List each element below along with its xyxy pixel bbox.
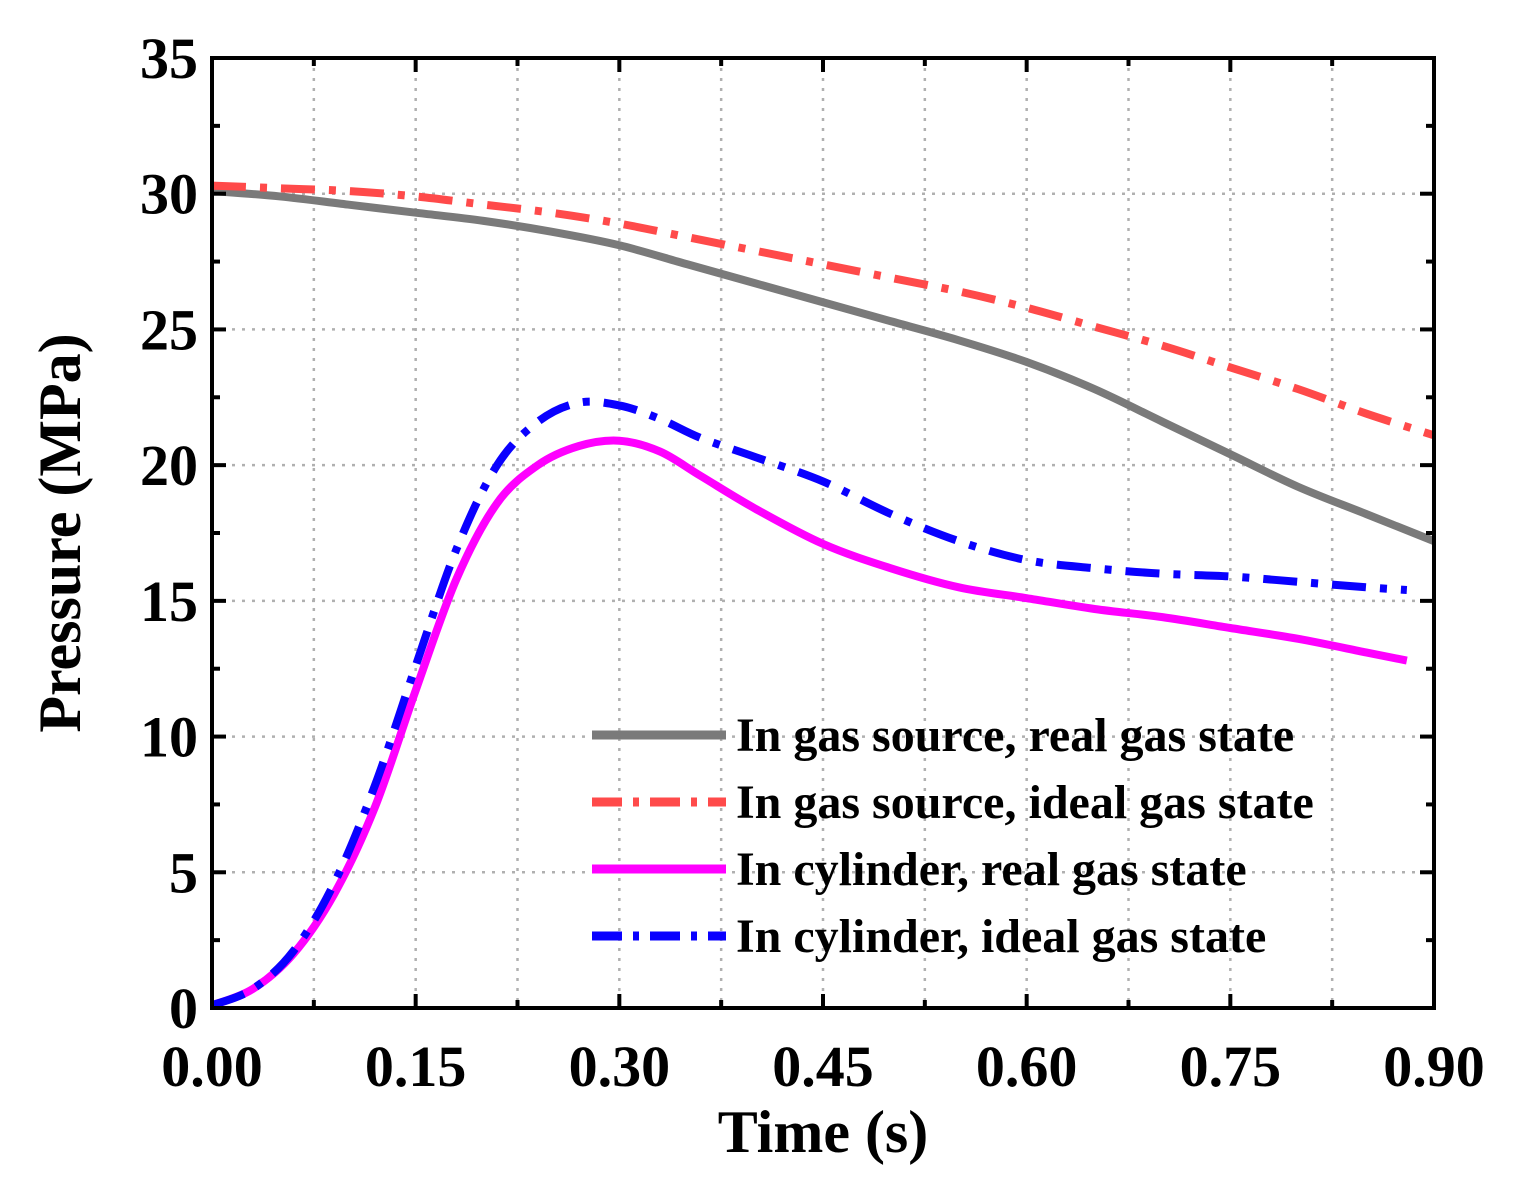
x-tick-label: 0.15 <box>365 1034 467 1099</box>
x-axis-title: Time (s) <box>718 1099 929 1165</box>
x-tick-label: 0.75 <box>1180 1034 1282 1099</box>
legend: In gas source, real gas state In gas sour… <box>592 709 1314 963</box>
series-cylinder-real <box>210 436 1408 1010</box>
y-tick-label: 35 <box>140 26 198 91</box>
y-tick-label: 20 <box>140 433 198 498</box>
legend-label: In gas source, real gas state <box>736 709 1294 762</box>
legend-label: In cylinder, ideal gas state <box>736 910 1266 963</box>
series-lines <box>210 181 1436 1010</box>
axis-ticks <box>210 56 1436 1010</box>
y-axis-tick-labels: 0 5 10 15 20 25 30 35 <box>140 26 198 1041</box>
y-tick-label: 10 <box>140 705 198 770</box>
series-gas-source-real <box>211 187 1436 545</box>
x-tick-label: 0.45 <box>772 1034 874 1099</box>
grid <box>212 58 1434 1008</box>
y-tick-label: 30 <box>140 162 198 227</box>
legend-label: In gas source, ideal gas state <box>736 776 1314 829</box>
series-cylinder-ideal <box>210 397 1408 1010</box>
y-tick-label: 25 <box>140 297 198 362</box>
x-tick-label: 0.30 <box>569 1034 671 1099</box>
x-axis-tick-labels: 0.00 0.15 0.30 0.45 0.60 0.75 0.90 <box>161 1034 1485 1099</box>
y-tick-label: 15 <box>140 569 198 634</box>
legend-label: In cylinder, real gas state <box>736 843 1247 896</box>
x-tick-label: 0.00 <box>161 1034 263 1099</box>
series-gas-source-ideal <box>211 181 1436 440</box>
x-tick-label: 0.90 <box>1383 1034 1485 1099</box>
y-axis-title: Pressure (MPa) <box>27 333 93 732</box>
y-tick-label: 5 <box>169 840 198 905</box>
x-tick-label: 0.60 <box>976 1034 1078 1099</box>
y-tick-label: 0 <box>169 976 198 1041</box>
